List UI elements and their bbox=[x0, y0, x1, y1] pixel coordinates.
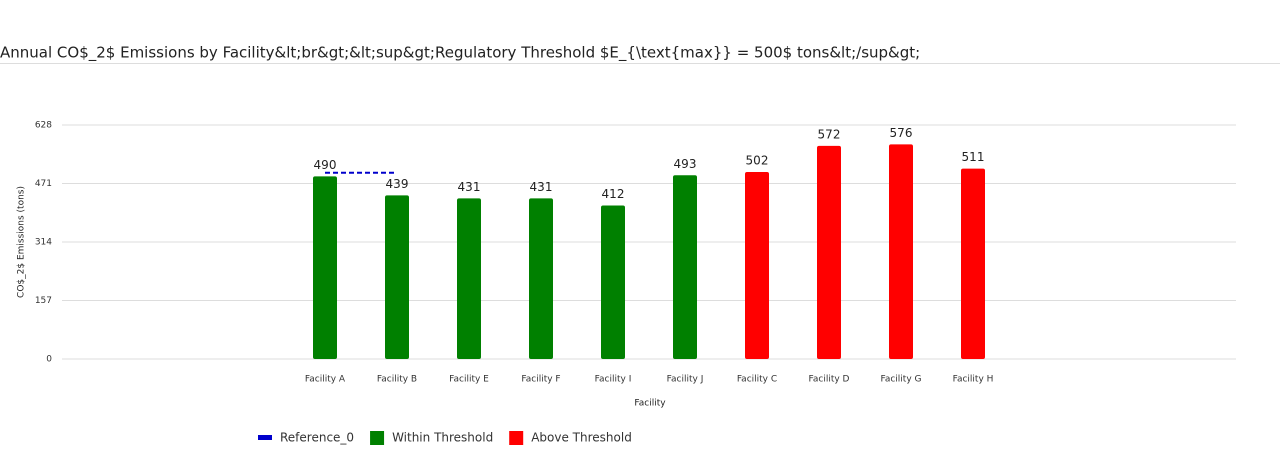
value-label: 490 bbox=[314, 158, 337, 172]
x-tick-label: Facility E bbox=[449, 375, 489, 385]
y-axis-label: CO$_2$ Emissions (tons) bbox=[17, 186, 27, 298]
legend-swatch bbox=[370, 431, 385, 445]
x-axis-label: Facility bbox=[634, 399, 666, 409]
bar bbox=[601, 205, 625, 359]
x-tick-label: Facility F bbox=[521, 375, 560, 385]
legend-label: Above Threshold bbox=[531, 431, 632, 445]
value-label: 511 bbox=[962, 150, 985, 164]
bar bbox=[817, 145, 841, 359]
legend-label: Reference_0 bbox=[280, 431, 354, 445]
x-tick-label: Facility G bbox=[880, 375, 921, 385]
value-label: 439 bbox=[386, 177, 409, 191]
y-tick-label: 471 bbox=[35, 179, 52, 189]
bar bbox=[745, 171, 769, 359]
y-tick-label: 314 bbox=[35, 238, 52, 248]
value-label: 431 bbox=[530, 180, 553, 194]
value-label: 576 bbox=[890, 126, 913, 140]
chart-title: Annual CO$_2$ Emissions by Facility&lt;b… bbox=[0, 44, 920, 63]
bar bbox=[673, 175, 697, 359]
legend-swatch bbox=[258, 435, 272, 440]
value-label: 412 bbox=[602, 187, 625, 201]
legend-label: Within Threshold bbox=[392, 431, 493, 445]
bar bbox=[313, 176, 337, 359]
bar bbox=[889, 144, 913, 359]
bar bbox=[385, 195, 409, 359]
y-tick-label: 0 bbox=[46, 355, 52, 365]
value-label: 431 bbox=[458, 180, 481, 194]
x-tick-label: Facility H bbox=[953, 375, 994, 385]
x-tick-label: Facility J bbox=[667, 375, 704, 385]
value-label: 502 bbox=[746, 153, 769, 167]
value-label: 572 bbox=[818, 127, 841, 141]
bar bbox=[529, 198, 553, 359]
x-tick-label: Facility I bbox=[595, 375, 632, 385]
bar bbox=[961, 168, 985, 359]
x-tick-label: Facility D bbox=[809, 375, 850, 385]
bar bbox=[457, 198, 481, 359]
x-tick-label: Facility A bbox=[305, 375, 346, 385]
x-tick-label: Facility B bbox=[377, 375, 417, 385]
x-tick-label: Facility C bbox=[737, 375, 777, 385]
y-tick-label: 628 bbox=[35, 121, 52, 131]
legend-swatch bbox=[509, 431, 524, 445]
y-tick-label: 157 bbox=[35, 296, 52, 306]
value-label: 493 bbox=[674, 157, 697, 171]
